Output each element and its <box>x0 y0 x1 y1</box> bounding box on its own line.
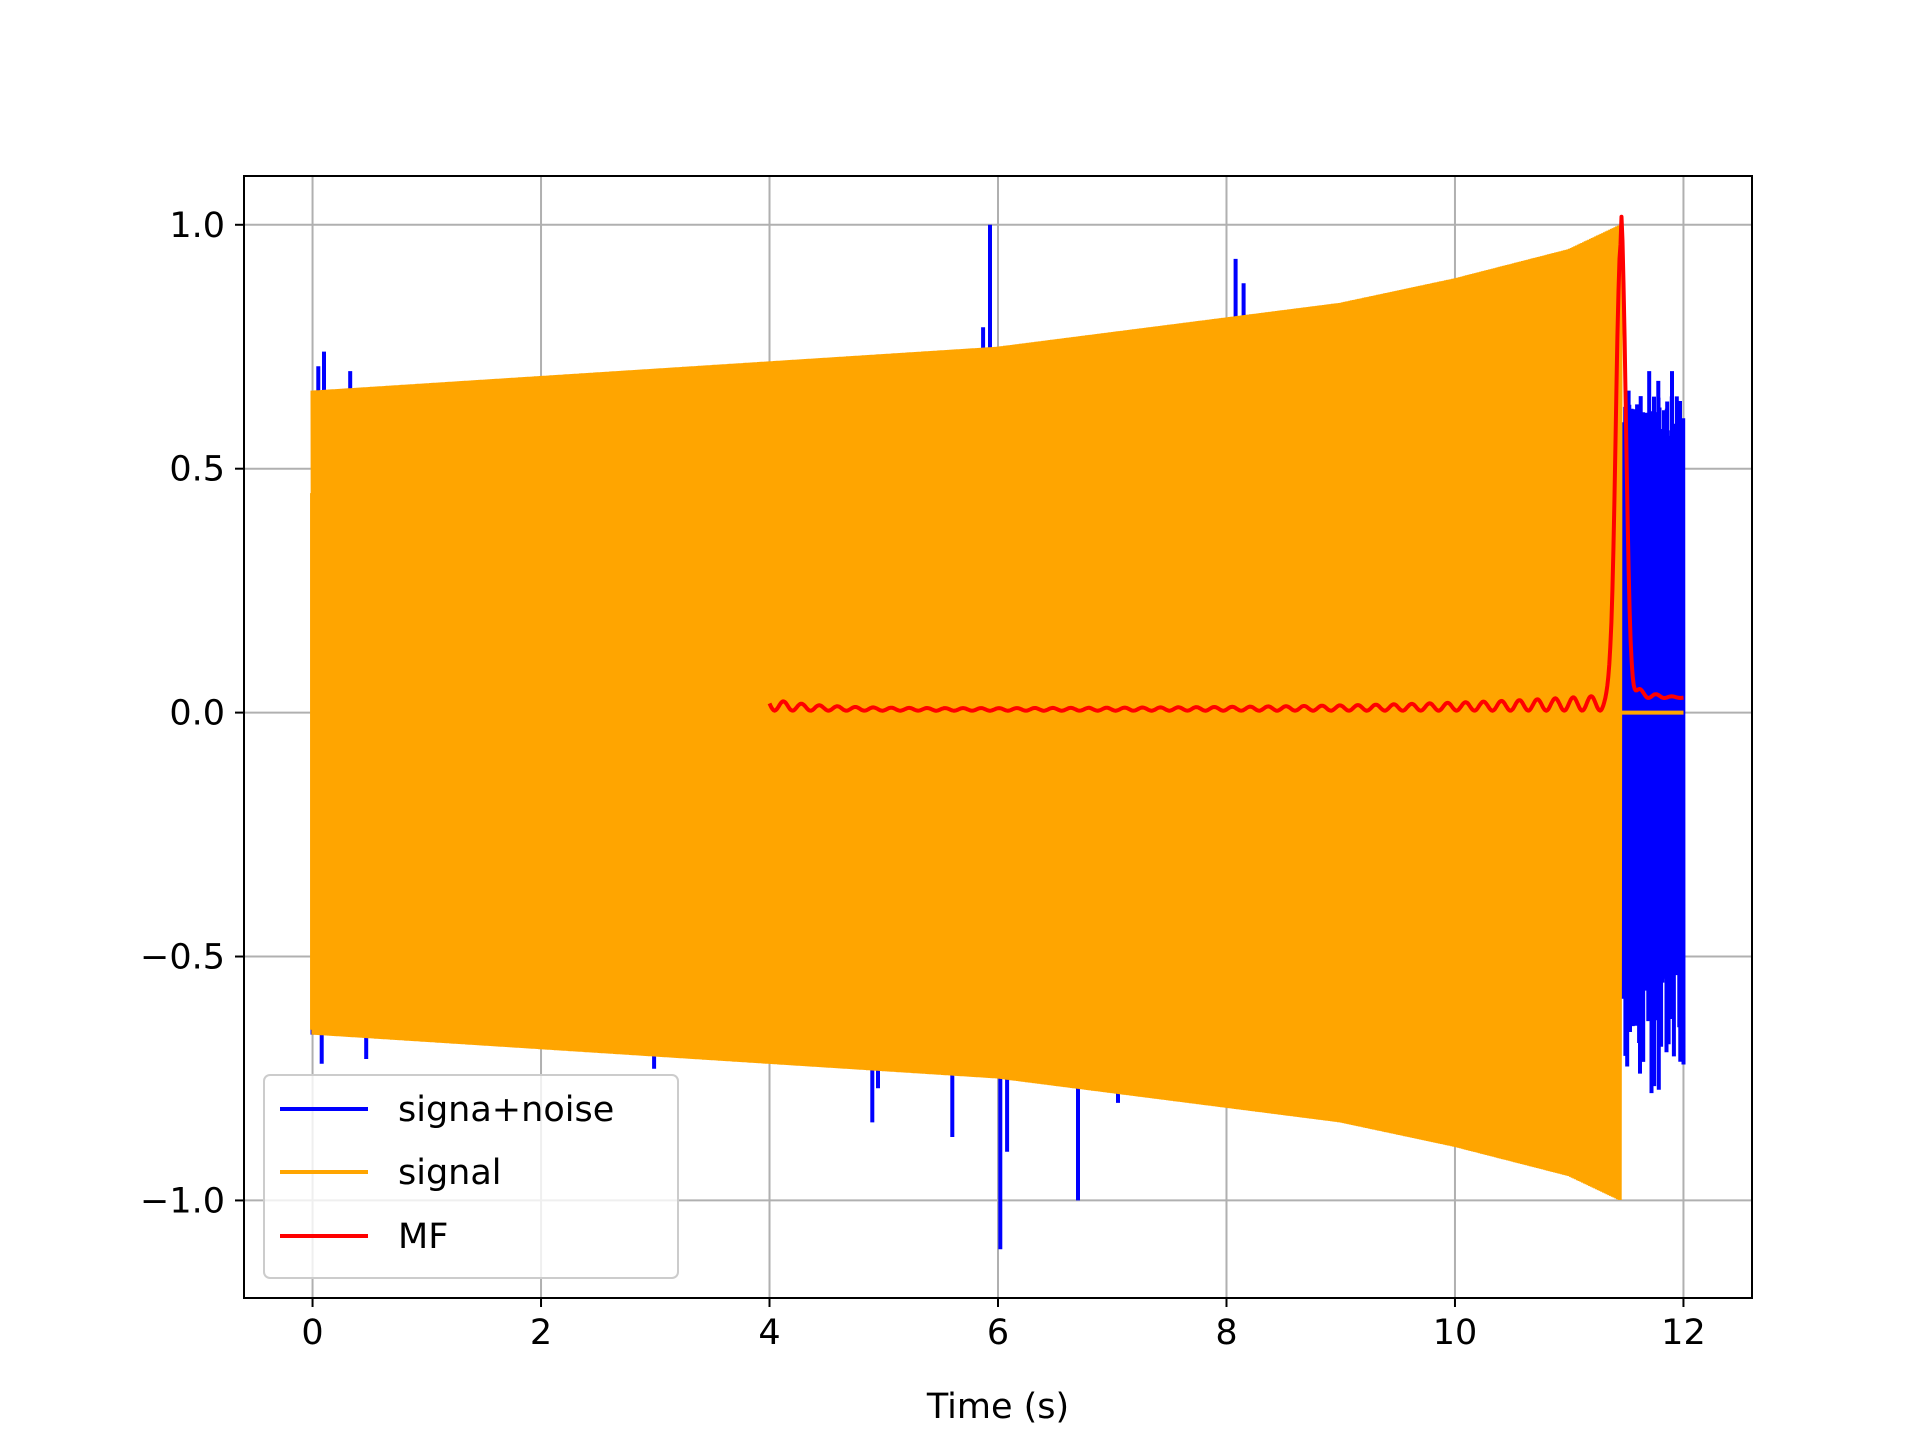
legend-label-signal: signal <box>398 1153 502 1193</box>
legend-label-mf: MF <box>398 1217 448 1257</box>
x-tick-label: 12 <box>1661 1313 1706 1353</box>
series-layer <box>310 214 1686 1250</box>
legend-label-signal-noise: signa+noise <box>398 1090 614 1130</box>
y-tick-label: 0.5 <box>169 450 225 490</box>
legend: signa+noise signal MF <box>263 1074 679 1279</box>
series-mf <box>767 214 1685 713</box>
x-axis-label: Time (s) <box>926 1387 1069 1427</box>
y-tick-label: 1.0 <box>169 206 225 246</box>
y-tick-label: −0.5 <box>140 938 225 978</box>
x-tick-label: 4 <box>758 1313 780 1353</box>
x-tick-label: 6 <box>987 1313 1009 1353</box>
x-axis: 0 2 4 6 8 10 12 <box>301 1298 1706 1353</box>
y-tick-label: −1.0 <box>140 1181 225 1221</box>
x-tick-label: 10 <box>1433 1313 1478 1353</box>
y-tick-label: 0.0 <box>169 694 225 734</box>
y-axis: 1.0 0.5 0.0 −0.5 −1.0 <box>140 206 244 1221</box>
x-tick-label: 0 <box>301 1313 323 1353</box>
x-tick-label: 8 <box>1215 1313 1237 1353</box>
x-tick-label: 2 <box>530 1313 552 1353</box>
series-signal <box>310 224 1684 1201</box>
legend-box <box>263 1074 679 1279</box>
